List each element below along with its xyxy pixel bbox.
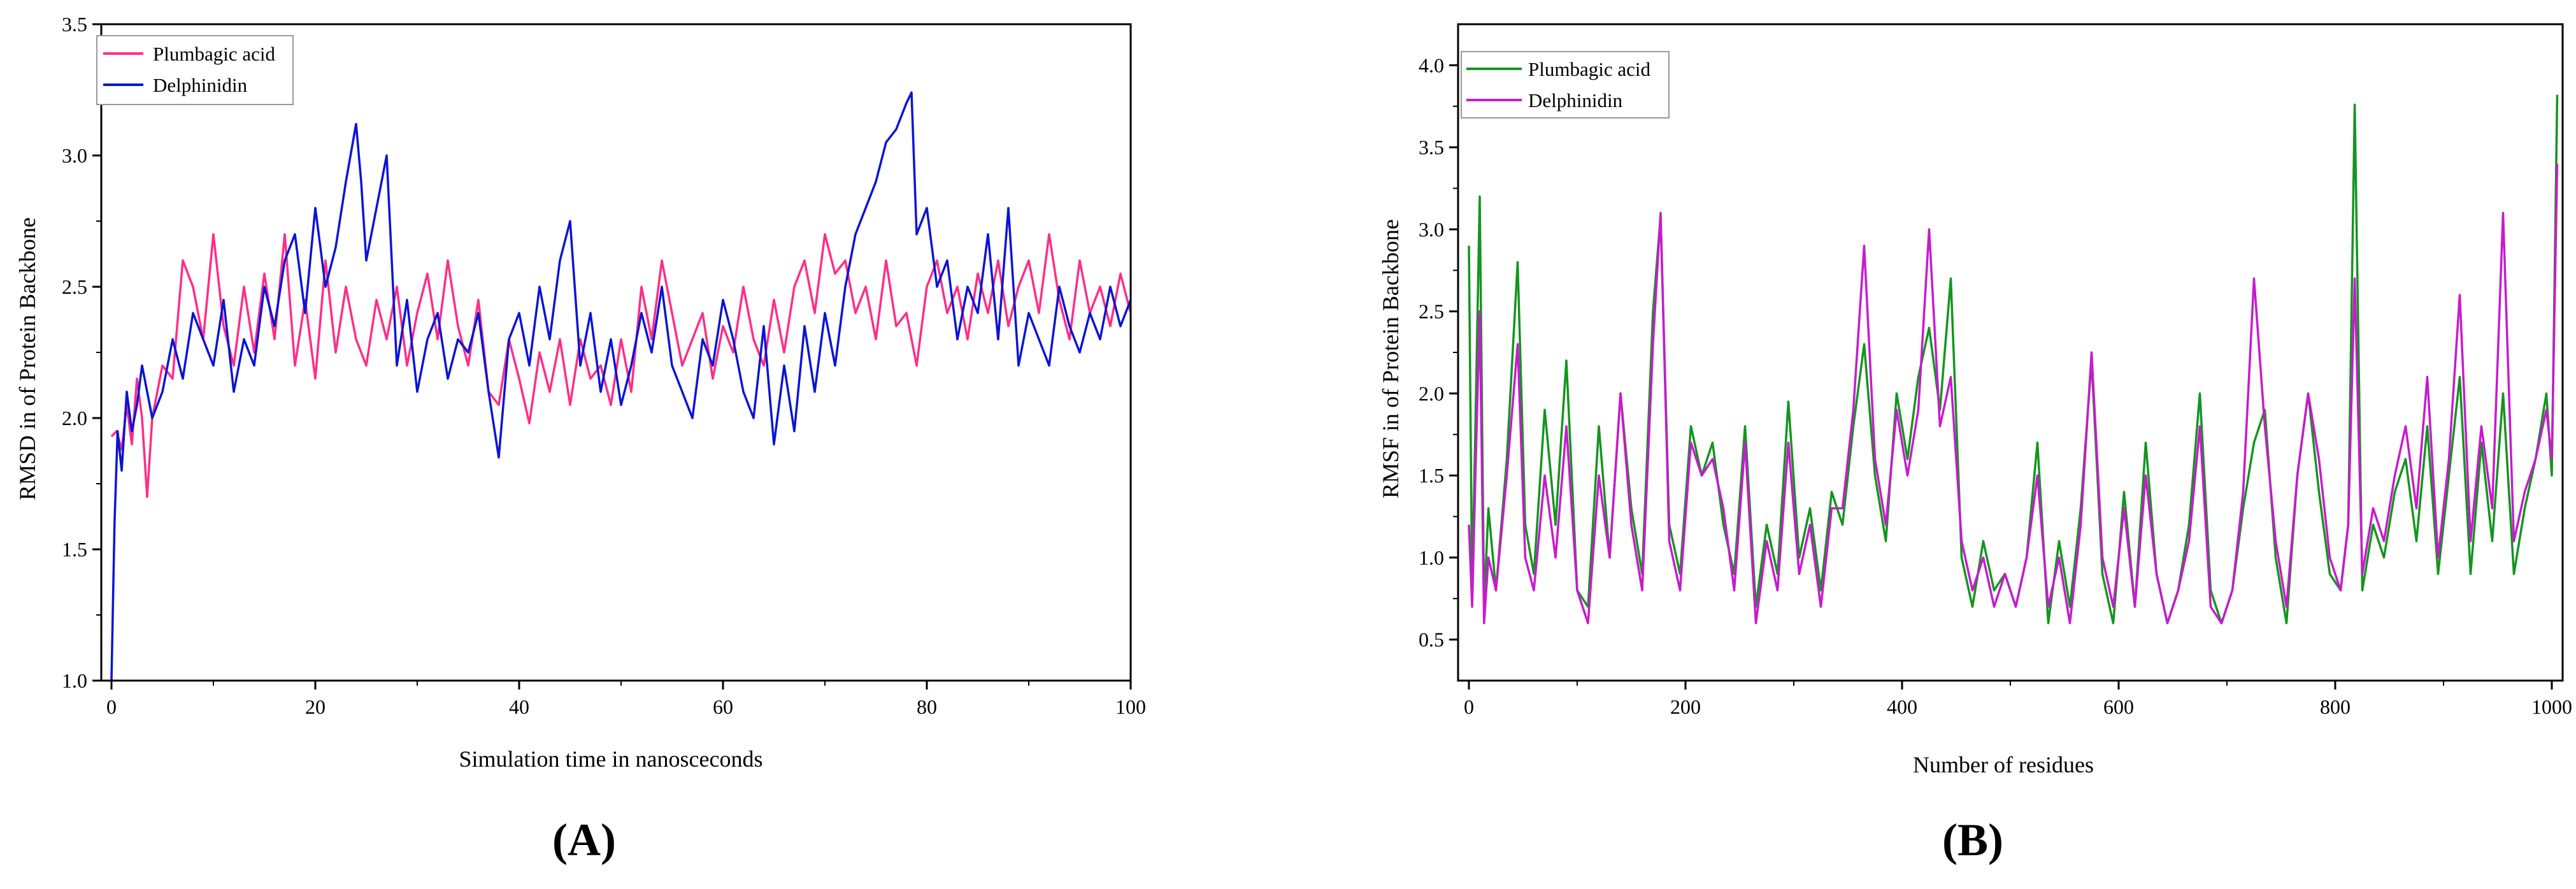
panel-a-y-tick-label: 1.5 [62, 538, 87, 561]
panel-b-y-tick-label: 2.0 [1419, 382, 1444, 405]
panel-a-x-tick-label: 100 [1115, 695, 1146, 718]
panel-b-series-layer [1468, 94, 2559, 625]
panel-b-y-axis: 0.5 1.0 1.5 2.0 2.5 3.0 3.5 4.0 [1419, 54, 1458, 651]
panel-b-x-axis: 0 200 400 600 800 1000 [1464, 681, 2572, 718]
panel-b-label: (B) [1942, 814, 2003, 865]
panel-b-y-tick-label: 3.0 [1419, 218, 1444, 241]
panel-b-x-axis-title: Number of residues [1913, 752, 2094, 777]
panel-a-y-tick-label: 2.5 [62, 275, 87, 298]
panel-a-y-axis-title: RMSD in of Protein Backbone [15, 217, 40, 500]
panel-b-x-tick-label: 400 [1887, 695, 1917, 718]
panel-a-legend-box [96, 35, 294, 105]
panel-b-x-tick-label: 800 [2320, 695, 2351, 718]
panel-b-x-tick-label: 600 [2103, 695, 2134, 718]
panel-a-y-axis: 1.0 1.5 2.0 2.5 3.0 3.5 [62, 13, 101, 692]
panel-b-legend-label-delphinidin: Delphinidin [1528, 89, 1623, 112]
panel-a-legend-label-plumbagic-acid: Plumbagic acid [153, 43, 275, 65]
panel-a-y-tick-label: 3.0 [62, 144, 87, 167]
panel-b-y-tick-label: 1.5 [1419, 464, 1444, 487]
panel-b-legend-box [1461, 51, 1670, 119]
panel-a-x-tick-label: 20 [305, 695, 326, 718]
panel-a-x-tick-label: 0 [106, 695, 117, 718]
panel-a-x-axis: 0 20 40 60 80 100 [106, 681, 1146, 718]
panel-a-x-axis-title: Simulation time in nanosceconds [459, 746, 763, 772]
panel-a-series-layer [110, 91, 1132, 681]
panel-a-legend: Plumbagic acid Delphinidin [96, 35, 294, 105]
panel-a-series-delphinidin [110, 91, 1132, 681]
panel-a-y-tick-label: 1.0 [62, 669, 87, 692]
panel-b-y-tick-label: 2.5 [1419, 300, 1444, 323]
panel-b-y-axis-title: RMSF in of Protein Backbone [1378, 219, 1403, 498]
panel-b-x-tick-label: 200 [1670, 695, 1701, 718]
panel-a-legend-label-delphinidin: Delphinidin [153, 74, 248, 96]
panel-a-x-tick-label: 40 [509, 695, 529, 718]
panel-a-series-plumbagic-acid [110, 233, 1132, 498]
panel-a-y-tick-label: 3.5 [62, 13, 87, 36]
panel-b-legend-label-plumbagic-acid: Plumbagic acid [1528, 58, 1650, 80]
panel-b-legend: Plumbagic acid Delphinidin [1461, 51, 1670, 119]
panel-b-x-tick-label: 1000 [2531, 695, 2572, 718]
panel-b-y-tick-label: 3.5 [1419, 136, 1444, 159]
panel-b-x-tick-label: 0 [1464, 695, 1474, 718]
panel-b-rmsf-chart: 0 200 400 600 800 1000 0.5 1.0 1.5 2.0 2.5 3.0 3.5 4… [1378, 23, 2572, 865]
panel-a-y-tick-label: 2.0 [62, 407, 87, 430]
panel-b-y-tick-label: 4.0 [1419, 54, 1444, 76]
panel-b-y-tick-label: 0.5 [1419, 628, 1444, 651]
panel-b-y-tick-label: 1.0 [1419, 546, 1444, 569]
panel-a-rmsd-chart: 0 20 40 60 80 100 1.0 1.5 2.0 2.5 3.0 3.5 Simulati… [15, 13, 1146, 865]
panel-b-series-delphinidin [1468, 163, 2559, 625]
panel-a-x-tick-label: 80 [917, 695, 937, 718]
panel-a-label: (A) [552, 814, 616, 865]
panel-a-x-tick-label: 60 [713, 695, 733, 718]
